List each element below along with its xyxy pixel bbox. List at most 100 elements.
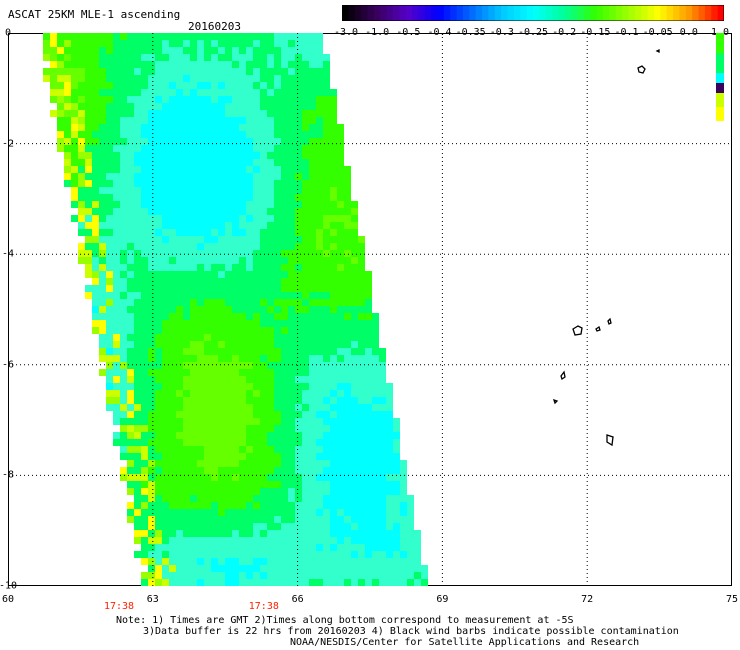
swath-cell	[253, 488, 260, 495]
swath-cell	[316, 257, 323, 264]
swath-cell	[190, 467, 197, 474]
swath-cell	[120, 180, 127, 187]
swath-cell	[267, 103, 274, 110]
swath-cell	[372, 418, 379, 425]
swath-cell	[323, 530, 330, 537]
swath-cell	[232, 103, 239, 110]
swath-cell	[162, 579, 169, 586]
swath-cell	[358, 558, 365, 565]
swath-cell	[288, 285, 295, 292]
swath-cell	[344, 299, 351, 306]
swath-cell	[295, 250, 302, 257]
swath-cell	[302, 530, 309, 537]
swath-cell	[246, 222, 253, 229]
swath-cell	[176, 110, 183, 117]
swath-cell	[281, 152, 288, 159]
swath-cell	[85, 61, 92, 68]
swath-cell	[330, 488, 337, 495]
swath-cell	[253, 47, 260, 54]
swath-cell	[92, 229, 99, 236]
swath-cell	[372, 460, 379, 467]
swath-cell	[141, 117, 148, 124]
swath-cell	[106, 75, 113, 82]
swath-cell	[71, 89, 78, 96]
swath-cell	[92, 173, 99, 180]
swath-cell	[232, 75, 239, 82]
swath-cell	[309, 481, 316, 488]
swath-cell	[316, 320, 323, 327]
swath-cell	[134, 313, 141, 320]
swath-cell	[141, 516, 148, 523]
swath-cell	[197, 509, 204, 516]
swath-cell	[78, 257, 85, 264]
swath-cell	[127, 173, 134, 180]
swath-cell	[211, 474, 218, 481]
swath-cell	[183, 299, 190, 306]
swath-cell	[330, 145, 337, 152]
swath-cell	[120, 292, 127, 299]
swath-cell	[120, 152, 127, 159]
swath-cell	[274, 320, 281, 327]
swath-cell	[260, 82, 267, 89]
swath-cell	[239, 124, 246, 131]
swath-cell	[169, 404, 176, 411]
swath-cell	[288, 187, 295, 194]
swath-cell	[225, 481, 232, 488]
swath-cell	[225, 572, 232, 579]
swath-cell	[260, 145, 267, 152]
swath-cell	[274, 523, 281, 530]
swath-cell	[400, 488, 407, 495]
swath-cell	[183, 159, 190, 166]
colorbar-segment	[526, 5, 534, 21]
swath-cell	[106, 96, 113, 103]
swath-cell	[351, 530, 358, 537]
swath-cell	[204, 523, 211, 530]
swath-cell	[330, 320, 337, 327]
swath-cell	[176, 278, 183, 285]
swath-cell	[57, 68, 64, 75]
swath-cell	[64, 124, 71, 131]
swath-cell	[260, 460, 267, 467]
swath-cell	[267, 390, 274, 397]
swath-cell	[267, 516, 274, 523]
swath-cell	[134, 124, 141, 131]
swath-cell	[176, 215, 183, 222]
swath-cell	[379, 432, 386, 439]
island-outline	[572, 325, 583, 336]
swath-cell	[71, 201, 78, 208]
swath-cell	[274, 313, 281, 320]
swath-cell	[162, 292, 169, 299]
swath-cell	[204, 383, 211, 390]
swath-cell	[169, 488, 176, 495]
swath-cell	[386, 544, 393, 551]
swath-cell	[295, 61, 302, 68]
swath-cell	[211, 89, 218, 96]
swath-cell	[127, 117, 134, 124]
swath-cell	[204, 159, 211, 166]
swath-cell	[211, 404, 218, 411]
swath-cell	[148, 82, 155, 89]
swath-cell	[351, 390, 358, 397]
swath-cell	[414, 558, 421, 565]
swath-cell	[330, 124, 337, 131]
swath-cell	[113, 278, 120, 285]
swath-cell	[400, 579, 407, 586]
swath-cell	[239, 362, 246, 369]
swath-cell	[379, 355, 386, 362]
swath-cell	[71, 194, 78, 201]
swath-cell	[162, 411, 169, 418]
swath-cell	[295, 96, 302, 103]
swath-cell	[218, 579, 225, 586]
swath-cell	[267, 348, 274, 355]
swath-cell	[225, 229, 232, 236]
swath-cell	[316, 278, 323, 285]
swath-cell	[197, 89, 204, 96]
swath-cell	[351, 292, 358, 299]
swath-cell	[323, 369, 330, 376]
swath-cell	[141, 208, 148, 215]
swath-cell	[232, 271, 239, 278]
swath-cell	[288, 103, 295, 110]
colorbar-tick-label: -1.0	[365, 27, 390, 38]
swath-cell	[155, 173, 162, 180]
island-outlines	[552, 48, 660, 447]
